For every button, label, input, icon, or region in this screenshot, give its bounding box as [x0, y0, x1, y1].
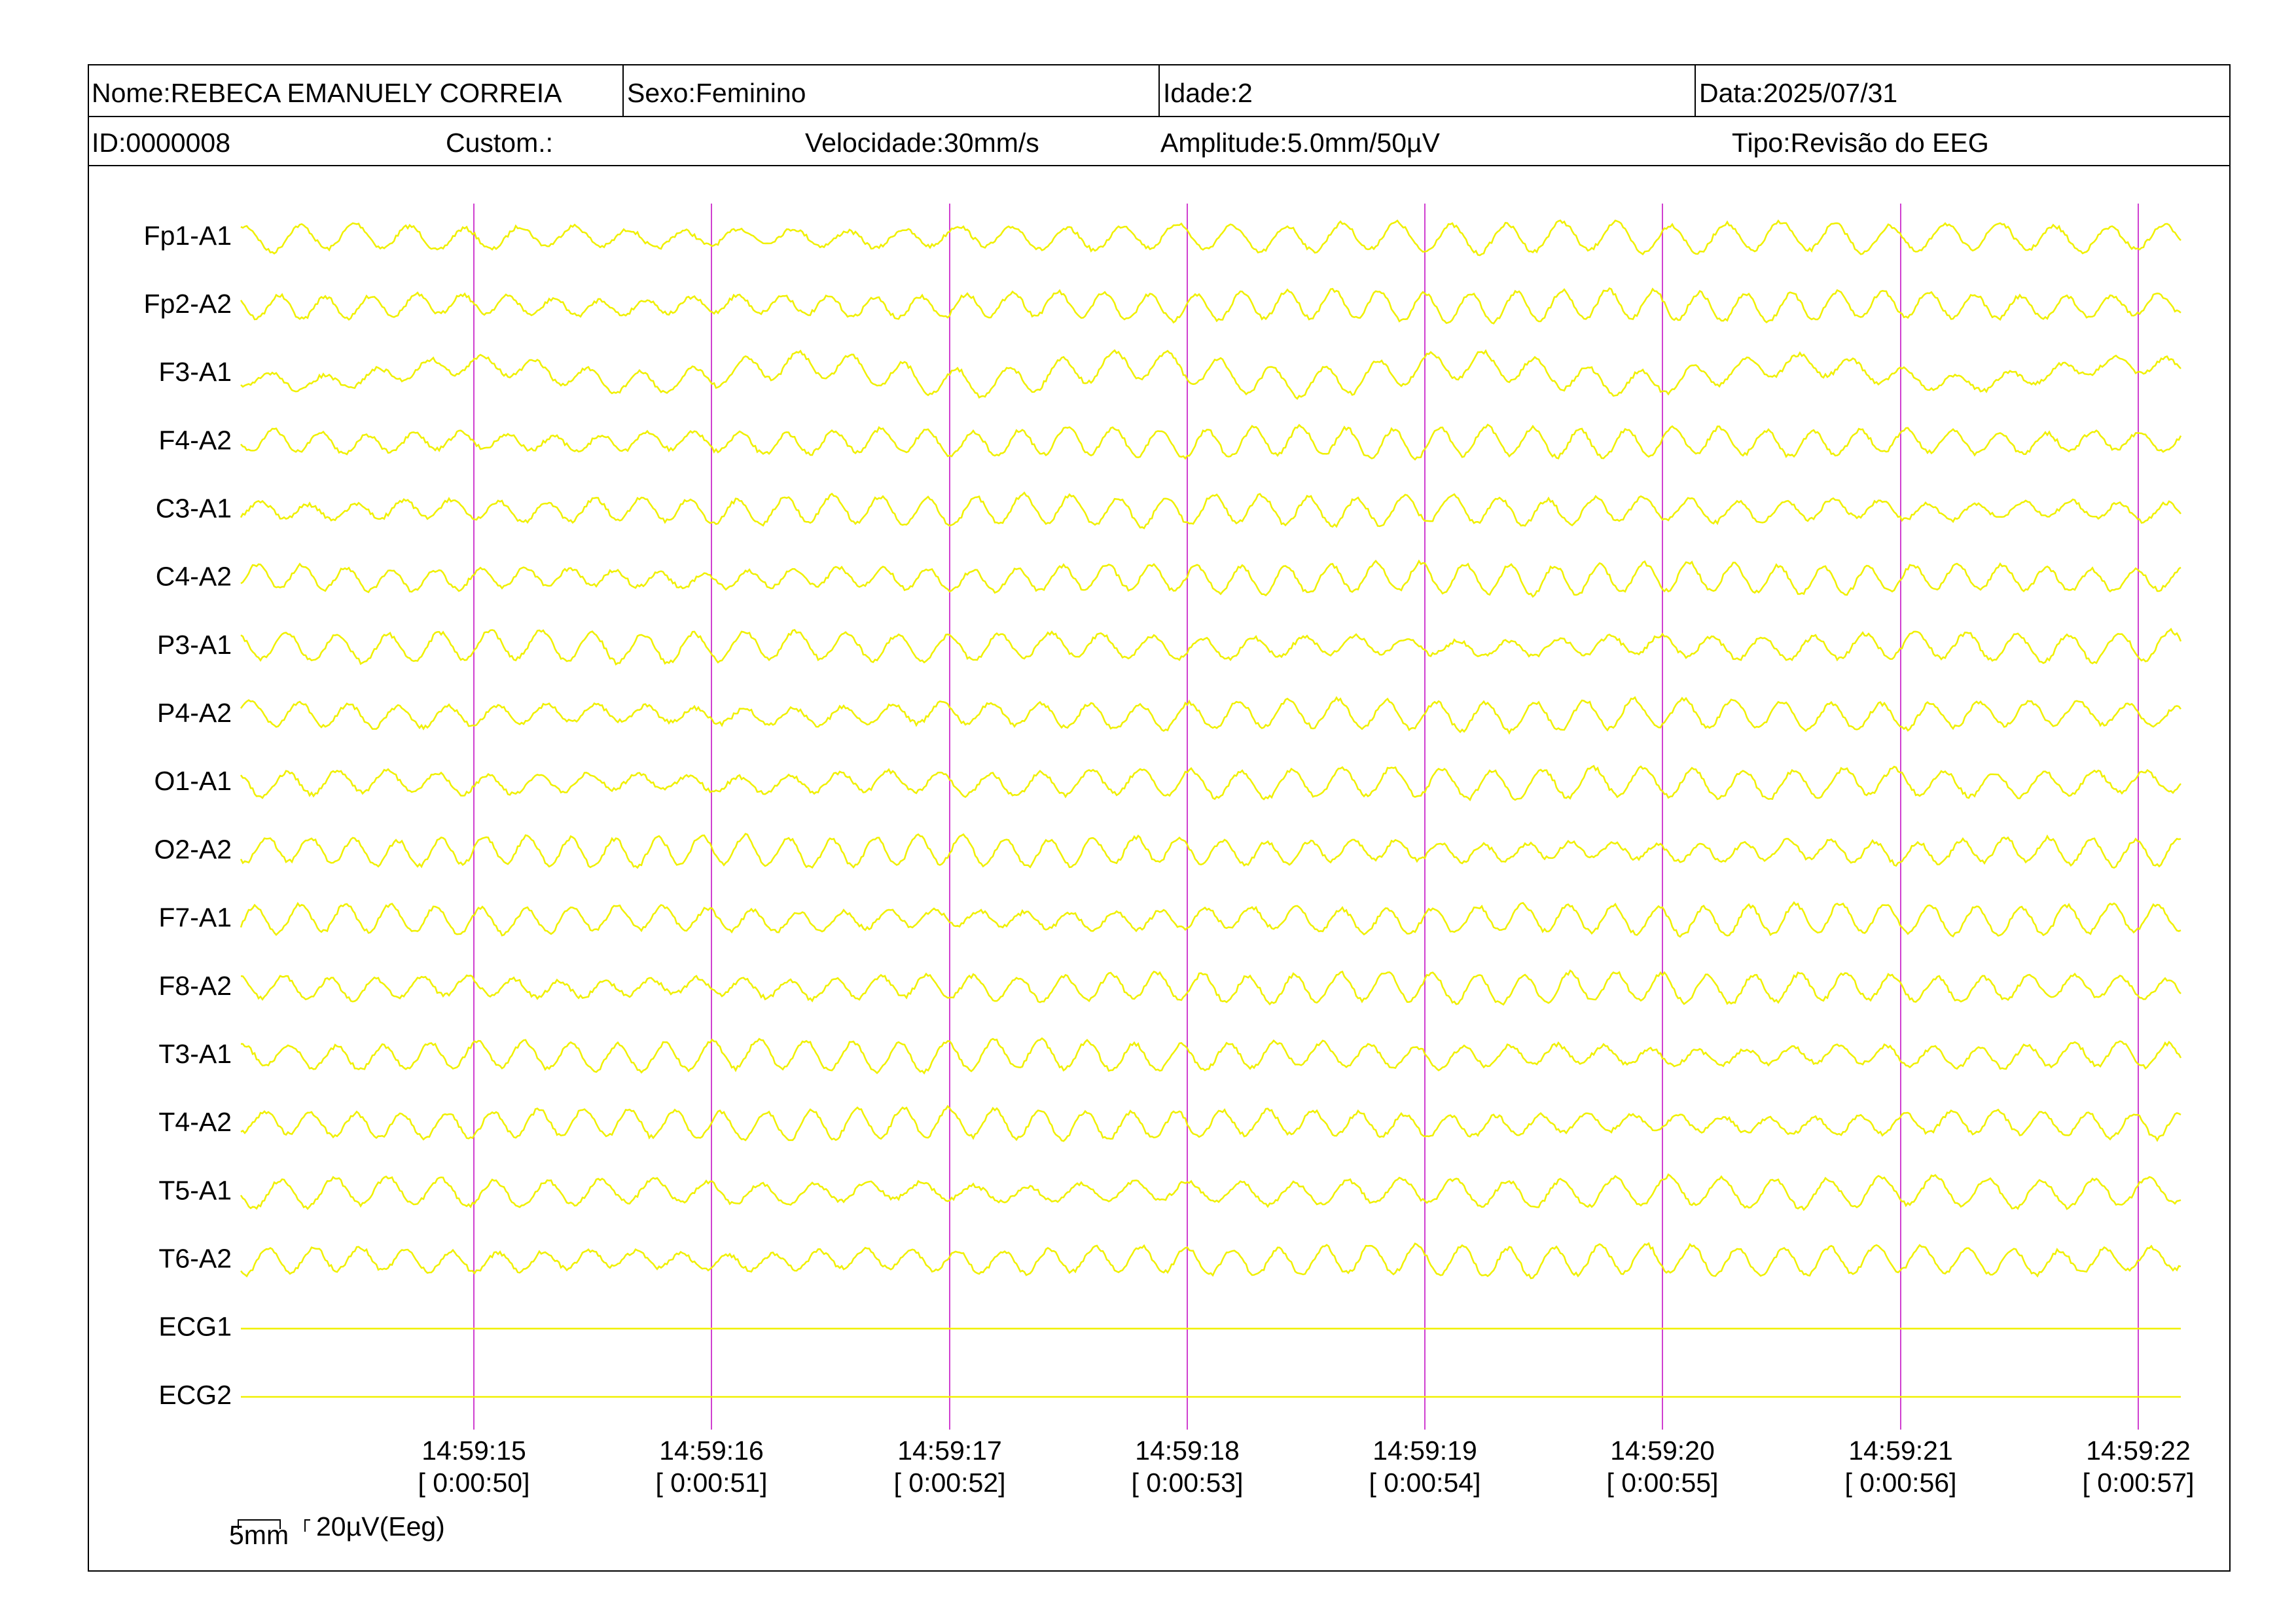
eeg-trace — [240, 765, 2181, 802]
eeg-trace — [240, 219, 2181, 257]
channel-label: ECG2 — [158, 1380, 232, 1410]
time-label: 14:59:18 — [1135, 1435, 1240, 1466]
channel-label: ECG1 — [158, 1312, 232, 1342]
header-field: Amplitude:5.0mm/50µV — [1160, 128, 1441, 158]
channel-label: F8-A2 — [158, 971, 232, 1001]
scale-bar — [304, 1519, 310, 1532]
elapsed-label: [ 0:00:53] — [1132, 1468, 1244, 1498]
frame — [88, 64, 2231, 1572]
channel-label: P4-A2 — [157, 698, 232, 728]
scale-amplitude: 20µV(Eeg) — [316, 1511, 445, 1542]
elapsed-label: [ 0:00:57] — [2083, 1468, 2195, 1498]
header-field: Tipo:Revisão do EEG — [1732, 128, 1989, 158]
eeg-trace — [240, 1037, 2182, 1075]
header-field: Idade:2 — [1163, 78, 1253, 108]
elapsed-label: [ 0:00:51] — [656, 1468, 768, 1498]
eeg-trace — [240, 1242, 2181, 1280]
eeg-trace — [240, 559, 2181, 598]
channel-label: C4-A2 — [156, 562, 232, 592]
eeg-trace — [240, 969, 2181, 1006]
channel-label: O1-A1 — [154, 766, 232, 796]
elapsed-label: [ 0:00:54] — [1369, 1468, 1481, 1498]
eeg-trace — [240, 1173, 2181, 1212]
header-field: ID:0000008 — [92, 128, 230, 158]
elapsed-label: [ 0:00:55] — [1607, 1468, 1719, 1498]
time-label: 14:59:17 — [897, 1435, 1002, 1466]
time-label: 14:59:21 — [1848, 1435, 1953, 1466]
channel-label: Fp2-A2 — [144, 289, 232, 319]
channel-label: T6-A2 — [158, 1243, 232, 1273]
scale-width: 5mm — [229, 1520, 289, 1550]
content: Nome:REBECA EMANUELY CORREIA Sexo:Feminin… — [92, 78, 2194, 1550]
header-field: Sexo:Feminino — [627, 78, 806, 108]
eeg-trace — [240, 1104, 2181, 1142]
eeg-trace — [240, 491, 2181, 530]
time-label: 14:59:20 — [1610, 1435, 1715, 1466]
channel-label: Fp1-A1 — [144, 221, 232, 251]
time-label: 14:59:15 — [422, 1435, 526, 1466]
channel-label: T3-A1 — [158, 1039, 232, 1069]
header-field: Custom.: — [446, 128, 553, 158]
scale-bar — [238, 1519, 281, 1529]
time-label: 14:59:16 — [659, 1435, 764, 1466]
header-field: Velocidade:30mm/s — [805, 128, 1039, 158]
eeg-trace — [240, 833, 2181, 869]
channel-label: T4-A2 — [158, 1107, 232, 1137]
time-label: 14:59:19 — [1372, 1435, 1477, 1466]
eeg-trace — [240, 424, 2182, 461]
time-label: 14:59:22 — [2086, 1435, 2191, 1466]
channel-label: C3-A1 — [156, 494, 232, 524]
eeg-trace — [240, 287, 2181, 325]
header-field: Data:2025/07/31 — [1699, 78, 1897, 108]
elapsed-label: [ 0:00:56] — [1845, 1468, 1957, 1498]
header-field: Nome:REBECA EMANUELY CORREIA — [92, 78, 562, 108]
channel-label: F7-A1 — [158, 903, 232, 933]
channel-label: O2-A2 — [154, 834, 232, 864]
eeg-trace — [240, 349, 2181, 400]
eeg-trace — [240, 901, 2181, 938]
elapsed-label: [ 0:00:52] — [894, 1468, 1006, 1498]
channel-label: P3-A1 — [157, 630, 232, 660]
channel-label: F3-A1 — [158, 357, 232, 387]
eeg-trace — [240, 628, 2182, 666]
channel-label: F4-A2 — [158, 425, 232, 455]
channel-label: T5-A1 — [158, 1175, 232, 1205]
elapsed-label: [ 0:00:50] — [418, 1468, 530, 1498]
eeg-trace — [240, 696, 2181, 735]
